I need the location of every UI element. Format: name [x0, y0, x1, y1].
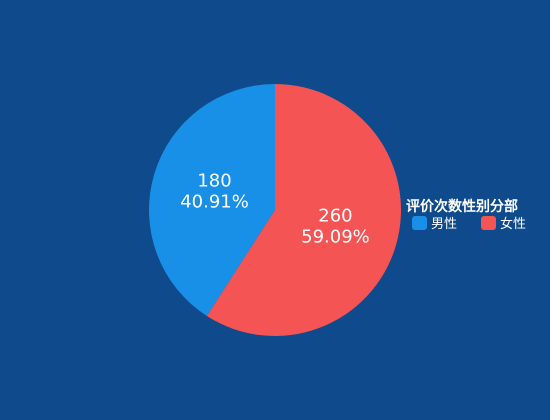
legend-title: 评价次数性别分部: [406, 198, 518, 215]
legend-swatch[interactable]: [481, 216, 496, 230]
slice-value-label: 260: [318, 206, 352, 227]
legend: 评价次数性别分部 男性 女性: [406, 198, 526, 232]
legend-swatch[interactable]: [412, 216, 427, 230]
pie-slices: [148, 84, 401, 336]
legend-items: 男性 女性: [412, 216, 526, 232]
slice-percent-label: 59.09%: [301, 227, 370, 248]
slice-value-label: 180: [197, 170, 231, 191]
legend-label[interactable]: 女性: [500, 216, 526, 232]
pie-slice-2[interactable]: [206, 84, 401, 336]
slice-percent-label: 40.91%: [180, 191, 249, 212]
pie-slice-1[interactable]: [148, 84, 275, 316]
legend-label[interactable]: 男性: [431, 217, 457, 232]
